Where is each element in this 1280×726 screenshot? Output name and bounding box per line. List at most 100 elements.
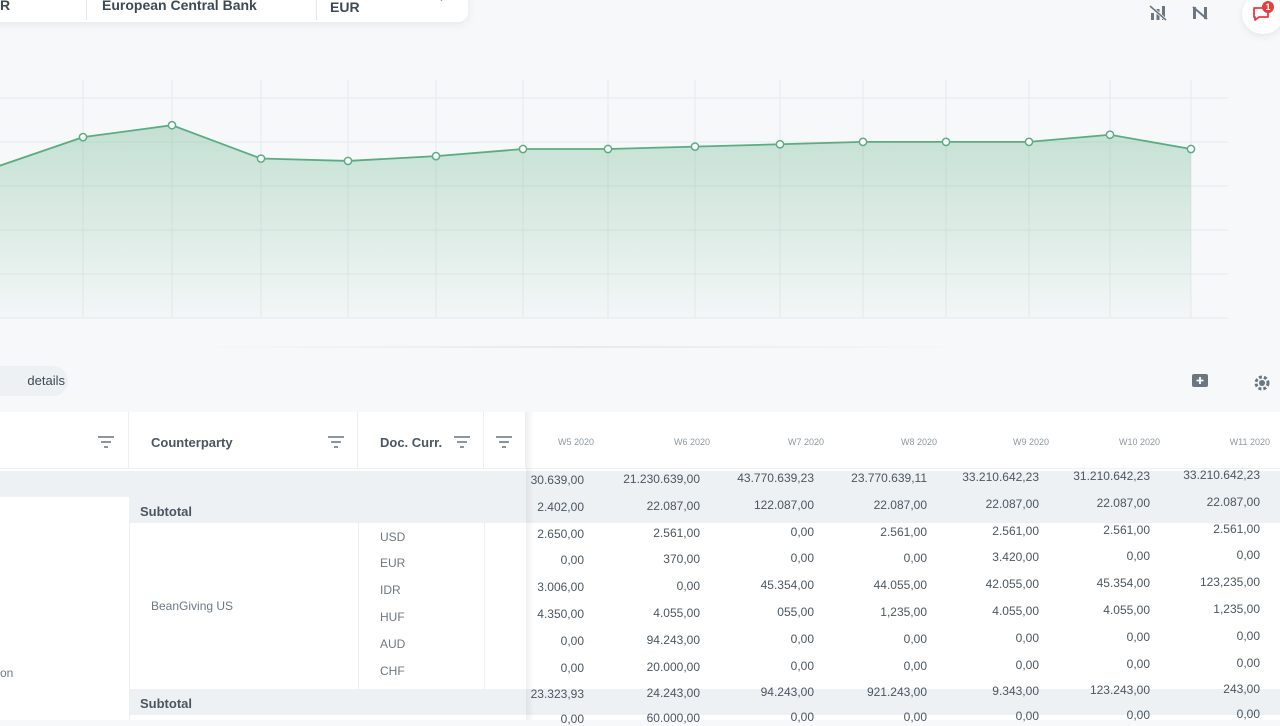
chart-data-point[interactable] — [1105, 130, 1115, 140]
table-cell-value: 33.210.642,23 — [1183, 468, 1260, 483]
table-row-band — [129, 497, 1280, 523]
chart-data-point[interactable] — [431, 151, 441, 161]
details-button[interactable]: details — [0, 366, 68, 396]
chart-data-point[interactable] — [518, 144, 528, 154]
table-cell-value: 4.055,00 — [653, 606, 700, 621]
table-cell-value: 0,00 — [1236, 548, 1260, 563]
table-row-band — [129, 689, 1280, 715]
currency-cell: AUD — [380, 637, 406, 651]
table-cell-value: 055,00 — [777, 605, 814, 620]
table-cell-value: 0,00 — [1126, 630, 1150, 644]
table-cell-value: 2.561,00 — [1103, 523, 1150, 537]
chart-data-point[interactable] — [1024, 137, 1034, 147]
add-comment-icon[interactable] — [1190, 372, 1210, 392]
table-cell-value: 370,00 — [663, 552, 700, 567]
table-cell-value: 0,00 — [1126, 708, 1150, 722]
chart-data-point[interactable] — [256, 154, 266, 163]
table-cell-value: 921.243,00 — [866, 684, 927, 699]
column-header-week[interactable]: W10 2020 — [1118, 437, 1160, 447]
data-table — [0, 412, 1280, 720]
table-cell-value: 23.323,93 — [530, 687, 584, 701]
chart-divider — [180, 346, 980, 348]
table-cell-value: 33.210.642,23 — [962, 469, 1039, 484]
subtotal-label: Subtotal — [140, 504, 192, 519]
table-cell-value: 2.561,00 — [992, 523, 1039, 538]
column-divider — [129, 520, 130, 720]
header-cell-doc-curr — [358, 412, 484, 468]
table-cell-value: 0,00 — [560, 634, 584, 648]
currency-cell: USD — [380, 530, 406, 544]
chart-data-point[interactable] — [603, 144, 613, 154]
table-cell-value: 94.243,00 — [760, 685, 814, 700]
column-header-week[interactable]: W6 2020 — [673, 437, 710, 447]
table-cell-value: 3.006,00 — [537, 580, 584, 594]
table-cell-value: 2.402,00 — [537, 500, 584, 514]
chart-hidden-icon[interactable] — [1149, 4, 1167, 22]
table-cell-value: 122.087,00 — [753, 498, 814, 513]
table-cell-value: 0,00 — [1015, 708, 1039, 723]
table-cell-value: 44.055,00 — [873, 577, 927, 592]
table-cell-value: 0,00 — [1015, 630, 1039, 645]
column-header-week[interactable]: W7 2020 — [787, 437, 824, 447]
table-cell-value: 243,00 — [1223, 682, 1260, 697]
filter-icon[interactable] — [496, 436, 512, 448]
table-cell-value: 0,00 — [1236, 629, 1260, 644]
filter-icon[interactable] — [98, 436, 114, 448]
table-cell-value: 2.561,00 — [653, 526, 700, 541]
table-cell-value: 24.243,00 — [646, 686, 700, 701]
column-header-counterparty[interactable]: Counterparty — [151, 435, 233, 450]
table-cell-value: 22.087,00 — [873, 497, 927, 512]
table-cell-value: 4.055,00 — [1103, 603, 1150, 617]
chart-area-fill — [0, 125, 1191, 318]
filter-icon[interactable] — [454, 436, 470, 448]
column-header-week[interactable]: W5 2020 — [557, 437, 594, 447]
table-cell-value: 0,00 — [1236, 707, 1260, 722]
subtotal-label: Subtotal — [140, 696, 192, 711]
table-cell-value: 0,00 — [790, 551, 814, 566]
table-cell-value: 0,00 — [676, 579, 700, 594]
table-cell-value: 3.420,00 — [992, 549, 1039, 564]
chart-data-point[interactable] — [941, 137, 951, 147]
table-cell-value: 2.650,00 — [537, 527, 584, 541]
chart-data-point[interactable] — [343, 156, 353, 166]
chart-data-point[interactable] — [775, 139, 785, 149]
table-cell-value: 0,00 — [1126, 549, 1150, 563]
filter-divider — [86, 0, 87, 20]
table-cell-value: 22.087,00 — [985, 496, 1039, 511]
column-header-week[interactable]: W8 2020 — [900, 437, 937, 447]
chart-data-point[interactable] — [167, 120, 177, 130]
table-header — [0, 412, 1280, 469]
chart-data-point[interactable] — [858, 137, 868, 147]
table-cell-value: 0,00 — [790, 659, 814, 674]
table-cell-value: 4.350,00 — [537, 607, 584, 621]
column-header-week[interactable]: W11 2020 — [1229, 437, 1270, 447]
chart-data-point[interactable] — [690, 142, 700, 151]
table-cell-value: 2.561,00 — [880, 524, 927, 539]
currency-select[interactable]: EUR — [330, 0, 360, 15]
filter-partial-value[interactable]: R — [0, 0, 11, 13]
table-cell-value: 1,235,00 — [1213, 602, 1260, 617]
gear-icon[interactable] — [1252, 373, 1272, 393]
chart-data-point[interactable] — [1186, 144, 1196, 154]
currency-cell: CHF — [380, 664, 405, 678]
filter-divider — [316, 0, 317, 20]
column-divider — [484, 520, 485, 690]
filter-bar — [0, 0, 468, 22]
counterparty-cell: BeanGiving US — [151, 599, 234, 613]
currency-cell: HUF — [380, 610, 405, 624]
table-row-band — [0, 471, 1280, 497]
table-cell-value: 4.055,00 — [992, 603, 1039, 618]
table-cell-value: 31.210.642,23 — [1073, 469, 1150, 483]
area-chart — [0, 80, 1228, 319]
table-cell-value: 0,00 — [790, 525, 814, 540]
table-cell-value: 94.243,00 — [646, 633, 700, 648]
table-cell-value: 123,235,00 — [1199, 575, 1260, 590]
column-header-week[interactable]: W9 2020 — [1012, 437, 1049, 447]
data-hidden-icon[interactable] — [1191, 4, 1209, 22]
table-cell-value: 30.639,00 — [530, 473, 584, 487]
bank-select[interactable]: European Central Bank — [102, 0, 257, 13]
chart-data-point[interactable] — [78, 132, 88, 142]
column-header-doc-curr[interactable]: Doc. Curr. — [380, 435, 443, 450]
table-cell-value: 0,00 — [1236, 656, 1260, 671]
filter-icon[interactable] — [328, 436, 344, 448]
